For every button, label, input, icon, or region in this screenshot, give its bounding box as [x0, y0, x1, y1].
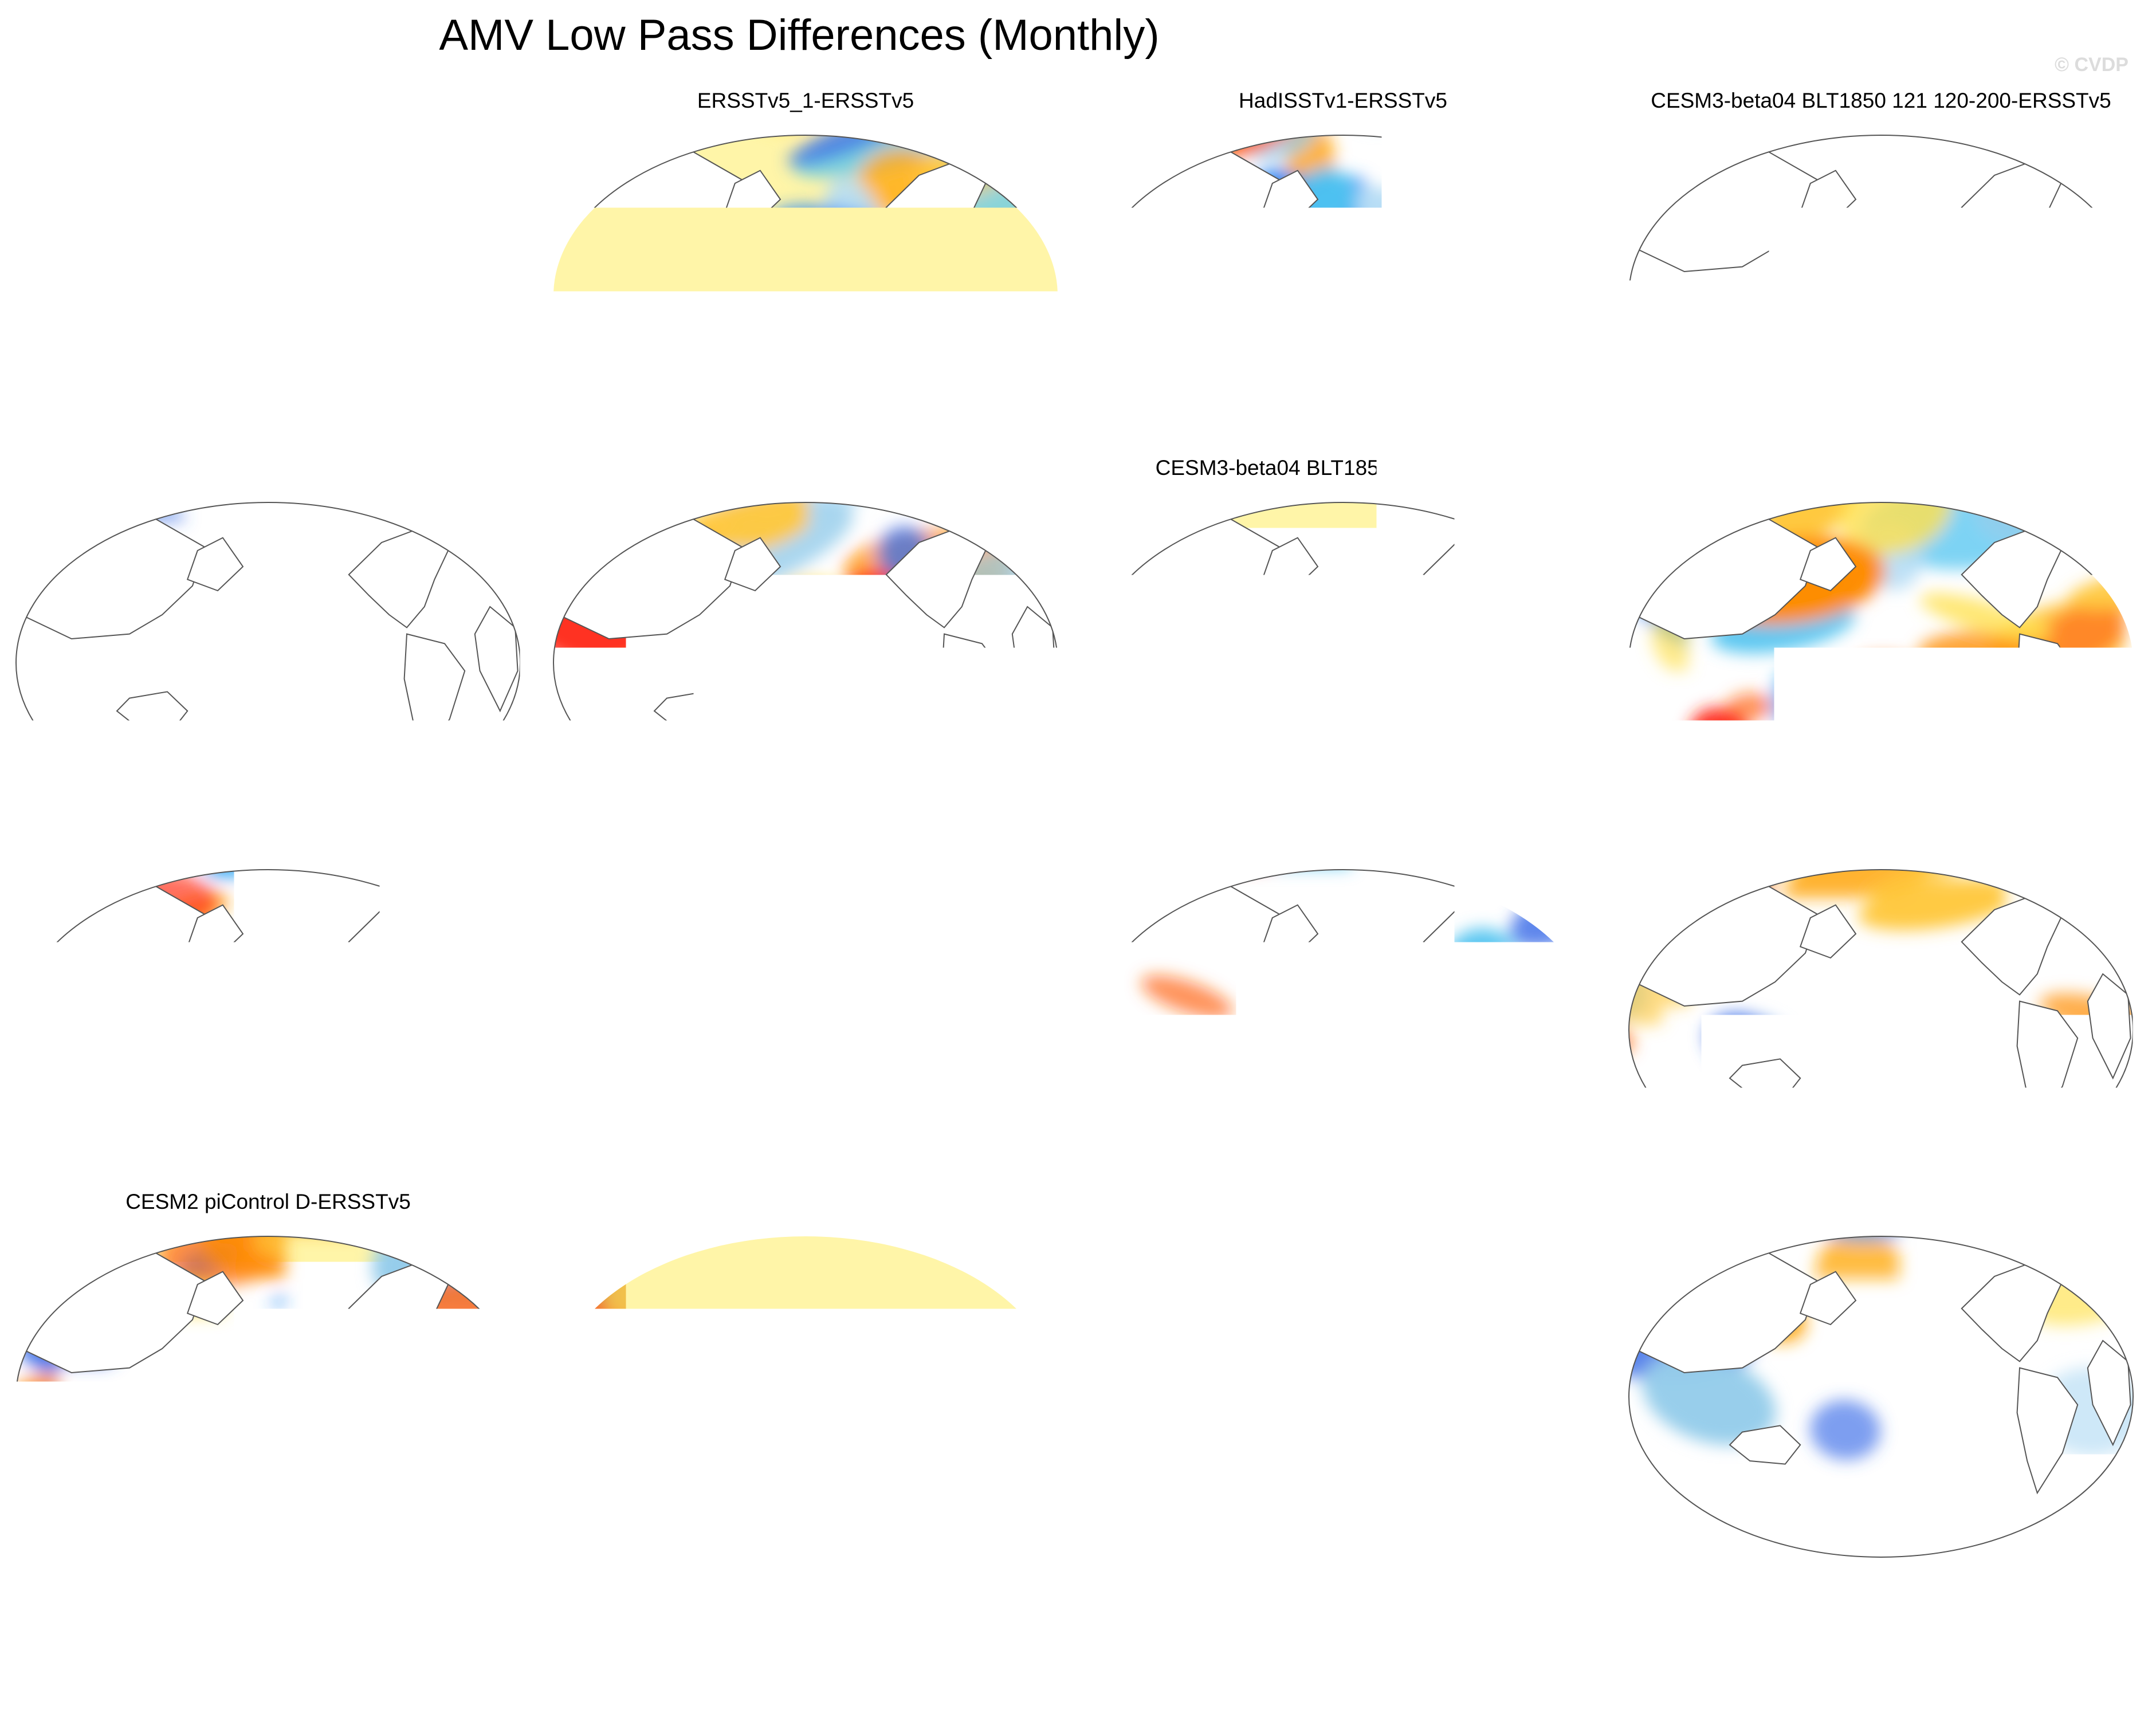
sst-difference-map	[1085, 497, 1601, 829]
colorbar-segment	[449, 1600, 512, 1633]
colorbar-segment	[1456, 1600, 1519, 1633]
colorbar-tick-label: 0	[1032, 1636, 1124, 1676]
colorbar-segment	[764, 1600, 827, 1633]
panel-title: CESM3-beta04 BLT1850 121 60-200-ERSSTv5	[548, 455, 1063, 481]
sst-difference-map	[10, 864, 526, 1196]
colorbar-segment	[1204, 1600, 1267, 1633]
colorbar-segment	[1015, 1600, 1078, 1633]
colorbar-segment	[1330, 1600, 1393, 1633]
colorbar-tick-label: 3.2	[1536, 1636, 1628, 1676]
sst-difference-map	[10, 1231, 526, 1563]
panel-title: CESM3-beta04 BLT1850 121 60-119-ERSSTv5	[10, 455, 526, 481]
sst-difference-map	[1623, 497, 2139, 829]
colorbar-segment	[1393, 1600, 1456, 1633]
colorbar-tick-label: 0.8	[1158, 1636, 1250, 1676]
sst-difference-map	[548, 497, 1063, 829]
colorbar-segment	[1141, 1600, 1204, 1633]
colorbar-segment	[512, 1600, 575, 1633]
panel-title: CESM2 piControl B-ERSSTv5	[1085, 1189, 1601, 1215]
panel-title: CESM3-beta04 BLT1850 116-ERSSTv5	[1623, 455, 2139, 481]
colorbar-tick-label: -0.8	[906, 1636, 998, 1676]
sst-difference-map	[548, 129, 1063, 462]
colorbar-tick-label: -4	[403, 1636, 495, 1676]
sst-difference-map	[1623, 129, 2139, 462]
colorbar-segment	[1582, 1600, 1645, 1633]
panel-title: CESM2 piControl D-ERSSTv5	[10, 1189, 526, 1215]
colorbar-tick-label: 4	[1662, 1636, 1753, 1676]
colorbar-segment	[575, 1600, 638, 1633]
colorbar-segment	[1644, 1600, 1707, 1633]
colorbar-segment	[1267, 1600, 1330, 1633]
sst-difference-map	[1623, 1231, 2139, 1563]
panel-title: CESM3-beta04 BLT1850 121 120-200-ERSSTv5	[1623, 88, 2139, 114]
cvdp-watermark: © CVDP	[2055, 54, 2128, 76]
sst-difference-map	[548, 864, 1063, 1196]
sst-difference-map	[1085, 864, 1601, 1196]
panel-title: HadISSTv1-ERSSTv5	[1085, 88, 1601, 114]
colorbar-tick-label: -2.4	[655, 1636, 747, 1676]
panel-title: ERSSTv5_1-ERSSTv5	[548, 88, 1063, 114]
sst-difference-map	[10, 497, 526, 829]
colorbar-tick-label: -3.2	[529, 1636, 621, 1676]
panel-title: CESM2 piControl C-ERSSTv5	[548, 1189, 1063, 1215]
colorbar-segment	[701, 1600, 764, 1633]
colorbar-tick-label: 2.4	[1410, 1636, 1502, 1676]
colorbar-segment	[827, 1600, 890, 1633]
sst-difference-map	[548, 1231, 1063, 1563]
colorbar-segment	[638, 1600, 701, 1633]
colorbar-segment	[1519, 1600, 1582, 1633]
panel-title: CESM2 piControl A-ERSSTv5	[1623, 1189, 2139, 1215]
panel-title: CESM3-alpha03d BLT1850 112-ERSSTv5	[10, 822, 526, 848]
panel-title: CESM2 piControl E-ERSSTv5	[1623, 822, 2139, 848]
colorbar	[386, 1600, 1770, 1633]
colorbar-segment	[952, 1600, 1015, 1633]
sst-difference-map	[1085, 1231, 1601, 1563]
colorbar-segment	[1078, 1600, 1141, 1633]
colorbar-segment	[890, 1600, 953, 1633]
panel-title: CESM3-beta04 BLT1850 118-ERSSTv5	[1085, 455, 1601, 481]
figure-title: AMV Low Pass Differences (Monthly)	[0, 8, 1599, 63]
sst-difference-map	[1623, 864, 2139, 1196]
colorbar-segment	[386, 1600, 449, 1633]
colorbar-tick-label: -1.6	[781, 1636, 873, 1676]
panel-title: CESM3-beta02 BLT1850 109-ERSSTv5	[548, 822, 1063, 848]
colorbar-segment	[1707, 1600, 1770, 1633]
colorbar-tick-label: 1.6	[1284, 1636, 1376, 1676]
panel-title: CESM3-beta02 BLT1850 104-ERSSTv5	[1085, 822, 1601, 848]
sst-difference-map	[1085, 129, 1601, 462]
colorbar-units-label: C	[1038, 1673, 1118, 1714]
